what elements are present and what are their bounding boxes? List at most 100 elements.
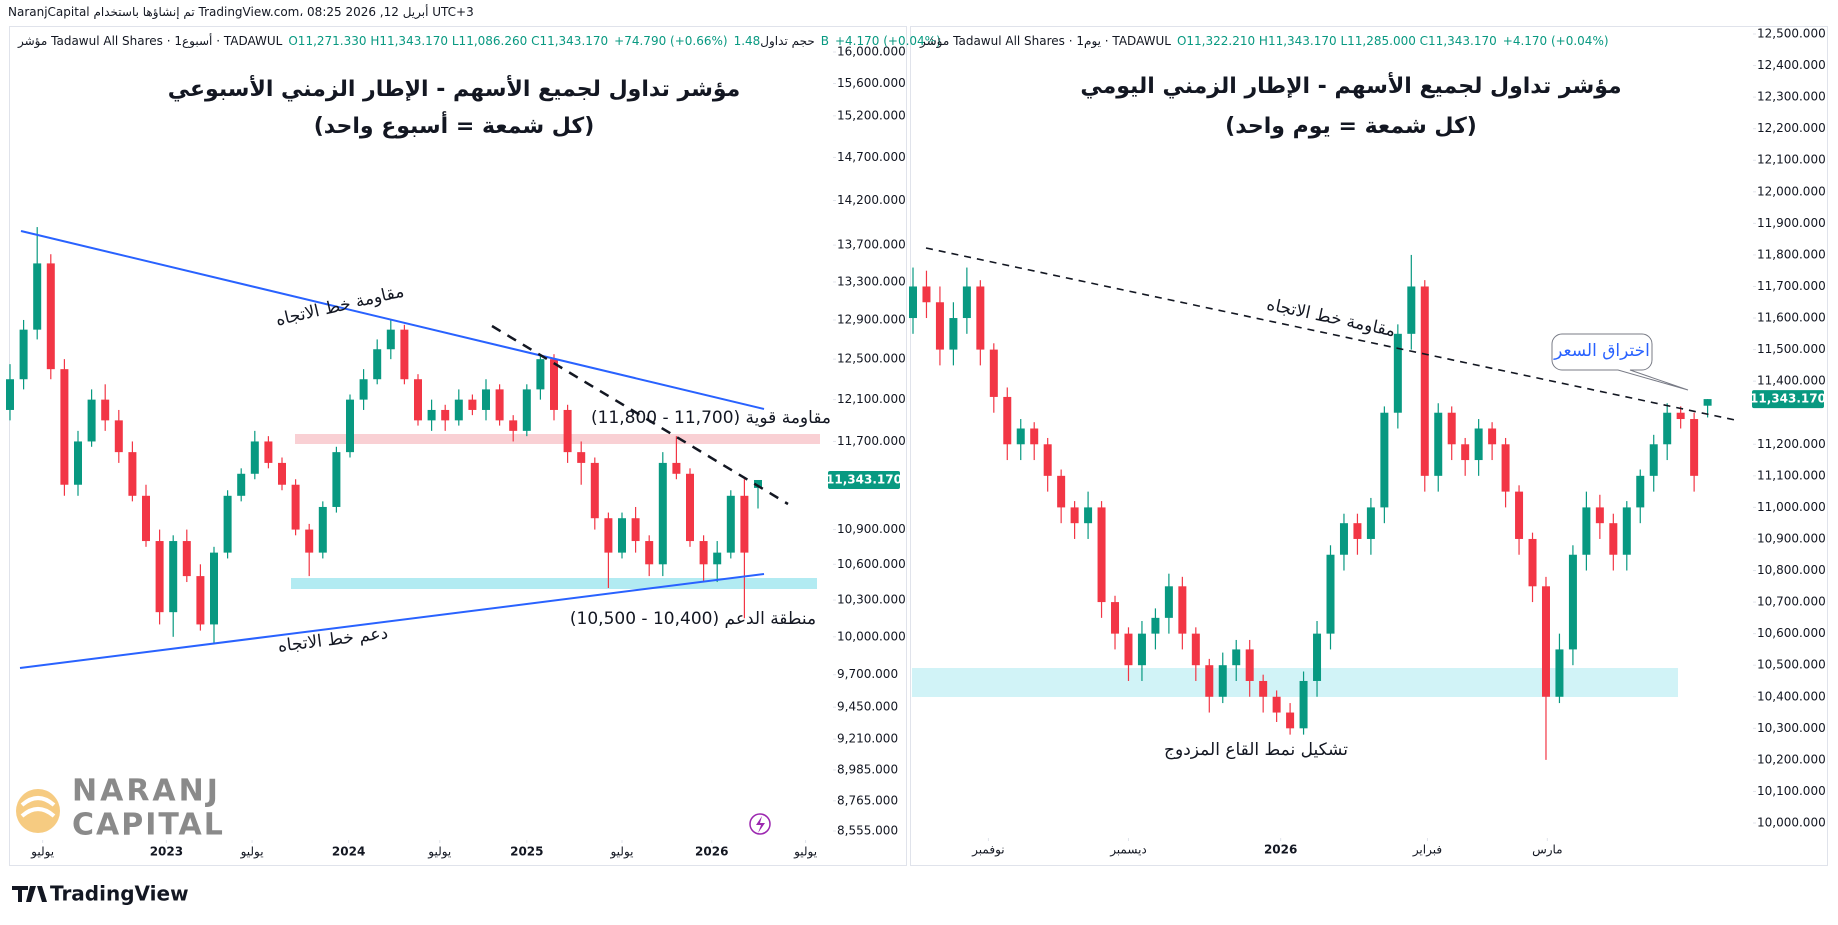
annotation: مقاومة خط الاتجاه: [1265, 295, 1397, 342]
y-tick-label: 11,900.000: [1757, 216, 1826, 230]
chart-subtitle: (كل شمعة = يوم واحد): [1225, 114, 1477, 139]
candle-body: [101, 399, 110, 421]
candle-body: [1690, 419, 1699, 476]
candle-body: [1474, 428, 1483, 461]
candle-body: [1313, 633, 1322, 681]
price-label: 11,343.170: [826, 472, 902, 486]
candle-body: [672, 462, 681, 474]
candle-body: [1703, 399, 1712, 406]
annotation: اختراق السعر: [1553, 341, 1650, 361]
resistance-zone: [295, 434, 820, 444]
left-panel: [9, 26, 907, 866]
annotation: مقاومة قوية (11,700 - 11,800): [591, 408, 831, 428]
y-tick-label: 11,800.000: [1757, 247, 1826, 261]
x-tick-label: يوليو: [609, 845, 633, 860]
y-tick-label: 12,100.000: [837, 392, 906, 406]
candle-body: [1137, 633, 1146, 666]
annotation: منطقة الدعم (10,400 - 10,500): [570, 609, 816, 629]
x-tick-label: 2025: [510, 845, 543, 859]
candle-body: [1676, 412, 1685, 420]
candle-body: [1151, 617, 1160, 634]
candle-body: [33, 263, 42, 330]
x-tick-label: مارس: [1532, 843, 1563, 858]
trendline-resistance: [20, 230, 765, 410]
candle-body: [1636, 475, 1645, 508]
candle-body: [1609, 523, 1618, 555]
candle-body: [1003, 396, 1012, 445]
candle-body: [1568, 554, 1577, 650]
candle-body: [46, 263, 55, 370]
brand-logo: [12, 886, 47, 902]
candle-body: [713, 552, 722, 565]
y-tick-label: 10,100.000: [1757, 784, 1826, 798]
candle-body: [155, 541, 164, 613]
candle-body: [1434, 412, 1443, 476]
candle-body: [128, 452, 137, 496]
candle-body: [1515, 491, 1524, 539]
support-zone: [291, 578, 817, 589]
y-tick-label: 12,200.000: [1757, 121, 1826, 135]
y-tick-label: 11,600.000: [1757, 311, 1826, 325]
candle-body: [686, 473, 694, 542]
ohlc: O11,322.210 H11,343.170 L11,285.000 C11,…: [1176, 34, 1497, 48]
candle-body: [1299, 680, 1308, 729]
candle-body: [1393, 333, 1402, 413]
support-zone: [912, 668, 1678, 697]
y-tick-label: 14,200.000: [837, 193, 906, 207]
candle-body: [414, 379, 422, 421]
candle-body: [223, 495, 232, 553]
x-tick-label: نوفمبر: [971, 843, 1004, 858]
legend: مؤشر Tadawul All Shares · 1أسبوع · TADAW…: [18, 34, 947, 48]
candle-body: [400, 329, 409, 380]
candle-body: [1245, 649, 1254, 681]
chart-title: مؤشر تداول لجميع الأسهم - الإطار الزمني …: [1080, 71, 1621, 99]
candle-body: [563, 409, 572, 453]
x-tick-label: يوليو: [427, 845, 451, 860]
candle-body: [976, 286, 985, 350]
candle-body: [1353, 523, 1362, 539]
candle-body: [1622, 507, 1631, 555]
y-tick-label: 15,600.000: [837, 76, 906, 90]
candle-body: [87, 399, 96, 442]
trendline-dashed: [491, 324, 789, 506]
candle-body: [645, 541, 654, 565]
x-tick-label: 2026: [1264, 843, 1297, 857]
candle-body: [989, 349, 998, 397]
candle-body: [1447, 412, 1456, 445]
candle-body: [1259, 680, 1268, 697]
trendline-dashed: [925, 247, 1736, 421]
candle-body: [468, 399, 477, 410]
y-tick-label: 10,400.000: [1757, 689, 1826, 703]
price-label-box: [828, 470, 900, 489]
alert-icon: [756, 816, 765, 833]
x-tick-label: 2023: [150, 845, 183, 859]
candle-body: [1501, 444, 1510, 492]
candle-body: [962, 286, 971, 319]
candle-body: [754, 479, 762, 488]
y-tick-label: 8,985.000: [837, 762, 898, 776]
symbol: مؤشر Tadawul All Shares · 1يوم · TADAWUL: [920, 34, 1171, 48]
y-tick-label: 10,600.000: [837, 557, 906, 571]
candle-body: [441, 409, 450, 421]
candle-body: [291, 484, 300, 530]
y-tick-label: 10,800.000: [1757, 563, 1826, 577]
y-tick-label: 10,300.000: [837, 593, 906, 607]
y-tick-label: 10,900.000: [837, 522, 906, 536]
candle-body: [60, 369, 69, 485]
change: +4.170 (+0.04%): [1502, 34, 1609, 48]
candle-body: [495, 389, 504, 421]
y-tick-label: 10,700.000: [1757, 595, 1826, 609]
candle-body: [359, 379, 368, 400]
watermark: CAPITAL: [72, 808, 225, 843]
y-tick-label: 9,450.000: [837, 700, 898, 714]
y-tick-label: 10,500.000: [1757, 658, 1826, 672]
y-tick-label: 8,555.000: [837, 824, 898, 838]
y-tick-label: 12,100.000: [1757, 153, 1826, 167]
y-tick-label: 10,900.000: [1757, 531, 1826, 545]
candle-body: [1528, 538, 1537, 587]
ohlc: O11,271.330 H11,343.170 L11,086.260 C11,…: [288, 34, 609, 48]
y-tick-label: 8,765.000: [837, 793, 898, 807]
candle-body: [699, 541, 708, 565]
y-tick-label: 10,000.000: [837, 629, 906, 643]
x-tick-label: 2024: [332, 845, 365, 859]
